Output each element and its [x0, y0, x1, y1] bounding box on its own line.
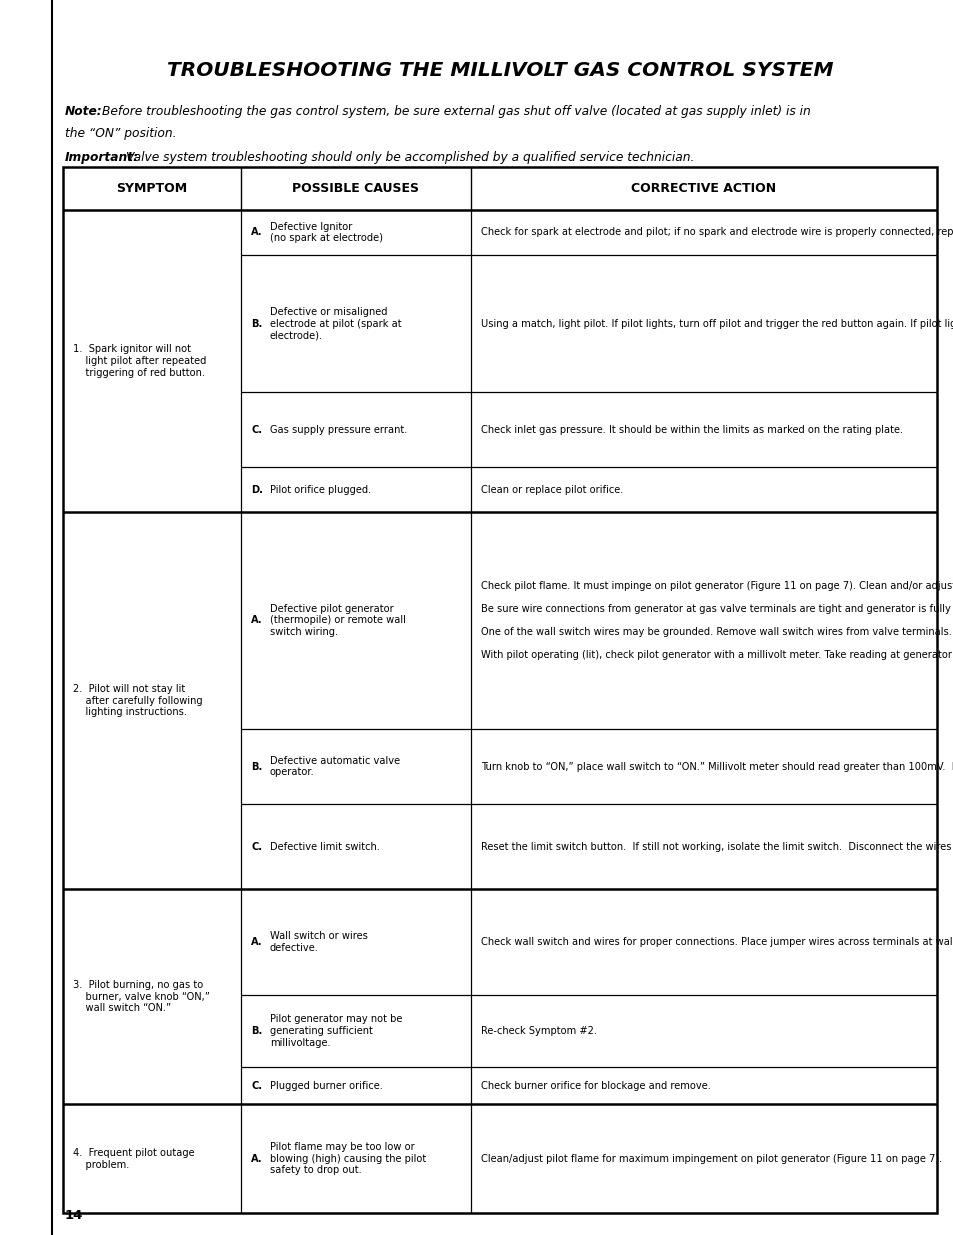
Text: Pilot generator may not be
generating sufficient
millivoltage.: Pilot generator may not be generating su…: [270, 1014, 402, 1047]
Text: Check wall switch and wires for proper connections. Place jumper wires across te: Check wall switch and wires for proper c…: [480, 937, 953, 947]
Text: SYMPTOM: SYMPTOM: [116, 182, 188, 195]
Text: A.: A.: [251, 937, 262, 947]
Text: Defective or misaligned
electrode at pilot (spark at
electrode).: Defective or misaligned electrode at pil…: [270, 308, 401, 340]
Text: Clean or replace pilot orifice.: Clean or replace pilot orifice.: [480, 484, 622, 494]
Text: Defective automatic valve
operator.: Defective automatic valve operator.: [270, 756, 399, 778]
Text: B.: B.: [251, 1026, 262, 1036]
Text: Defective Ignitor
(no spark at electrode): Defective Ignitor (no spark at electrode…: [270, 221, 382, 243]
Text: A.: A.: [251, 615, 262, 625]
Text: Before troubleshooting the gas control system, be sure external gas shut off val: Before troubleshooting the gas control s…: [102, 105, 810, 119]
Text: Valve system troubleshooting should only be accomplished by a qualified service : Valve system troubleshooting should only…: [126, 151, 694, 164]
Text: 3.  Pilot burning, no gas to
    burner, valve knob “ON,”
    wall switch “ON.”: 3. Pilot burning, no gas to burner, valv…: [73, 981, 210, 1014]
Text: C.: C.: [251, 842, 262, 852]
Text: B.: B.: [251, 319, 262, 329]
Text: Pilot flame may be too low or
blowing (high) causing the pilot
safety to drop ou: Pilot flame may be too low or blowing (h…: [270, 1142, 426, 1176]
Text: Wall switch or wires
defective.: Wall switch or wires defective.: [270, 931, 368, 953]
Text: Check inlet gas pressure. It should be within the limits as marked on the rating: Check inlet gas pressure. It should be w…: [480, 425, 902, 435]
Text: 4.  Frequent pilot outage
    problem.: 4. Frequent pilot outage problem.: [73, 1147, 194, 1170]
Text: Defective pilot generator
(thermopile) or remote wall
switch wiring.: Defective pilot generator (thermopile) o…: [270, 604, 405, 637]
Text: Clean/adjust pilot flame for maximum impingement on pilot generator (Figure 11 o: Clean/adjust pilot flame for maximum imp…: [480, 1153, 942, 1163]
Text: 1.  Spark ignitor will not
    light pilot after repeated
    triggering of red : 1. Spark ignitor will not light pilot af…: [73, 345, 206, 378]
Text: Defective limit switch.: Defective limit switch.: [270, 842, 379, 852]
Text: C.: C.: [251, 1081, 262, 1091]
Text: B.: B.: [251, 762, 262, 772]
Text: 14: 14: [65, 1209, 83, 1221]
Text: Check burner orifice for blockage and remove.: Check burner orifice for blockage and re…: [480, 1081, 710, 1091]
Text: C.: C.: [251, 425, 262, 435]
Text: Reset the limit switch button.  If still not working, isolate the limit switch. : Reset the limit switch button. If still …: [480, 842, 953, 852]
Text: Pilot orifice plugged.: Pilot orifice plugged.: [270, 484, 371, 494]
Bar: [63, 167, 936, 1213]
Text: Important:: Important:: [65, 151, 139, 164]
Text: POSSIBLE CAUSES: POSSIBLE CAUSES: [293, 182, 419, 195]
Text: 2.  Pilot will not stay lit
    after carefully following
    lighting instructi: 2. Pilot will not stay lit after careful…: [73, 684, 202, 718]
Text: Turn knob to “ON,” place wall switch to “ON.” Millivolt meter should read greate: Turn knob to “ON,” place wall switch to …: [480, 762, 953, 772]
Text: Plugged burner orifice.: Plugged burner orifice.: [270, 1081, 382, 1091]
Text: TROUBLESHOOTING THE MILLIVOLT GAS CONTROL SYSTEM: TROUBLESHOOTING THE MILLIVOLT GAS CONTRO…: [167, 61, 832, 79]
Text: Check for spark at electrode and pilot; if no spark and electrode wire is proper: Check for spark at electrode and pilot; …: [480, 227, 953, 237]
Text: Using a match, light pilot. If pilot lights, turn off pilot and trigger the red : Using a match, light pilot. If pilot lig…: [480, 319, 953, 329]
Text: D.: D.: [251, 484, 263, 494]
Text: Gas supply pressure errant.: Gas supply pressure errant.: [270, 425, 407, 435]
Text: CORRECTIVE ACTION: CORRECTIVE ACTION: [631, 182, 776, 195]
Text: Note:: Note:: [65, 105, 103, 119]
Text: A.: A.: [251, 227, 262, 237]
Text: A.: A.: [251, 1153, 262, 1163]
Text: Check pilot flame. It must impinge on pilot generator (Figure 11 on page 7). Cle: Check pilot flame. It must impinge on pi…: [480, 580, 953, 661]
Text: Re-check Symptom #2.: Re-check Symptom #2.: [480, 1026, 597, 1036]
Text: the “ON” position.: the “ON” position.: [65, 127, 176, 140]
